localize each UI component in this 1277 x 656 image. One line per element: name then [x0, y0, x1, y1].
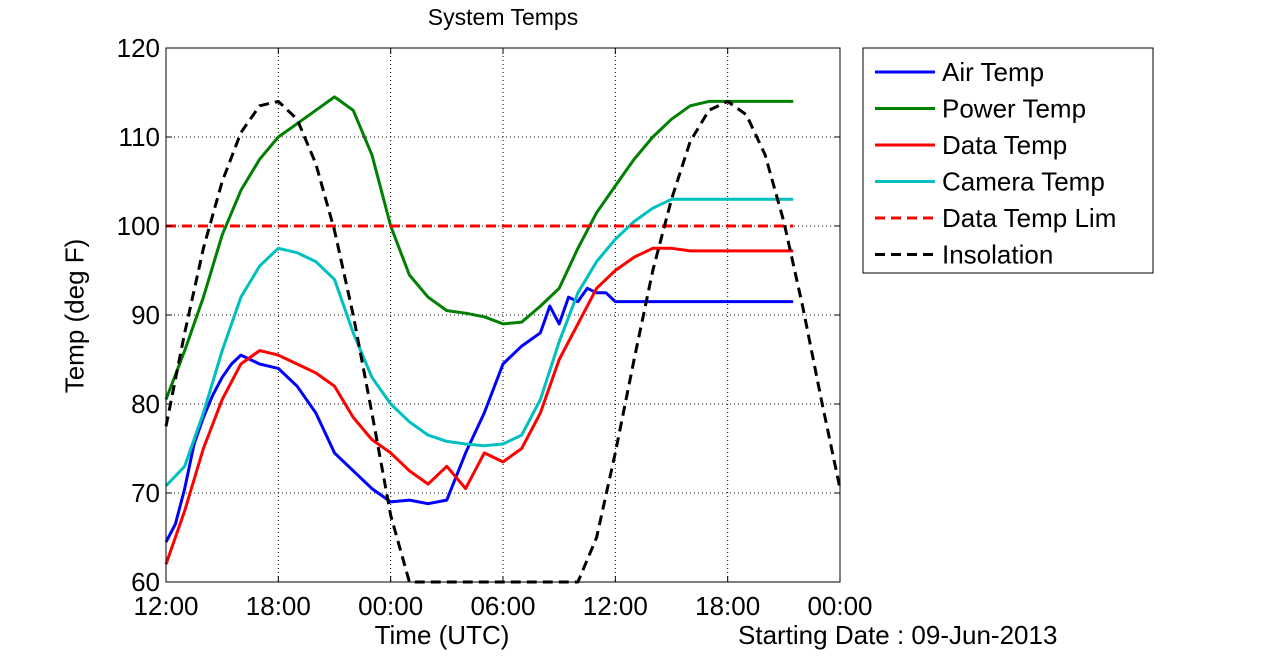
x-tick-label: 00:00	[358, 591, 423, 621]
x-tick-label: 12:00	[133, 591, 198, 621]
y-tick-label: 70	[131, 478, 160, 508]
legend-label-data-temp-lim: Data Temp Lim	[942, 203, 1116, 233]
series-line-air-temp	[164, 286, 794, 543]
x-tick-label: 18:00	[695, 591, 760, 621]
series-line-power-temp	[164, 95, 794, 401]
legend-label-data-temp: Data Temp	[942, 130, 1067, 160]
y-tick-label: 100	[117, 211, 160, 241]
x-tick-label: 00:00	[807, 591, 872, 621]
series-line-camera-temp	[164, 197, 794, 487]
chart-title: System Temps	[427, 4, 579, 30]
legend-box	[862, 47, 1154, 274]
y-tick-label: 120	[117, 33, 160, 63]
y-axis-label: Temp (deg F)	[59, 238, 90, 394]
legend-label-air-temp: Air Temp	[942, 57, 1044, 87]
x-tick-label: 18:00	[246, 591, 311, 621]
y-tick-label: 80	[131, 389, 160, 419]
legend-label-insolation: Insolation	[942, 240, 1053, 270]
series-line-data-temp	[164, 246, 794, 565]
y-tick-label: 110	[119, 122, 160, 152]
legend-label-power-temp: Power Temp	[942, 94, 1086, 124]
x-tick-label: 12:00	[583, 591, 648, 621]
starting-date-note: Starting Date : 09-Jun-2013	[738, 620, 1058, 650]
y-tick-label: 60	[131, 567, 160, 597]
legend-label-camera-temp: Camera Temp	[942, 167, 1105, 197]
x-axis-label: Time (UTC)	[374, 620, 510, 650]
x-tick-label: 06:00	[470, 591, 535, 621]
y-tick-label: 90	[131, 300, 160, 330]
